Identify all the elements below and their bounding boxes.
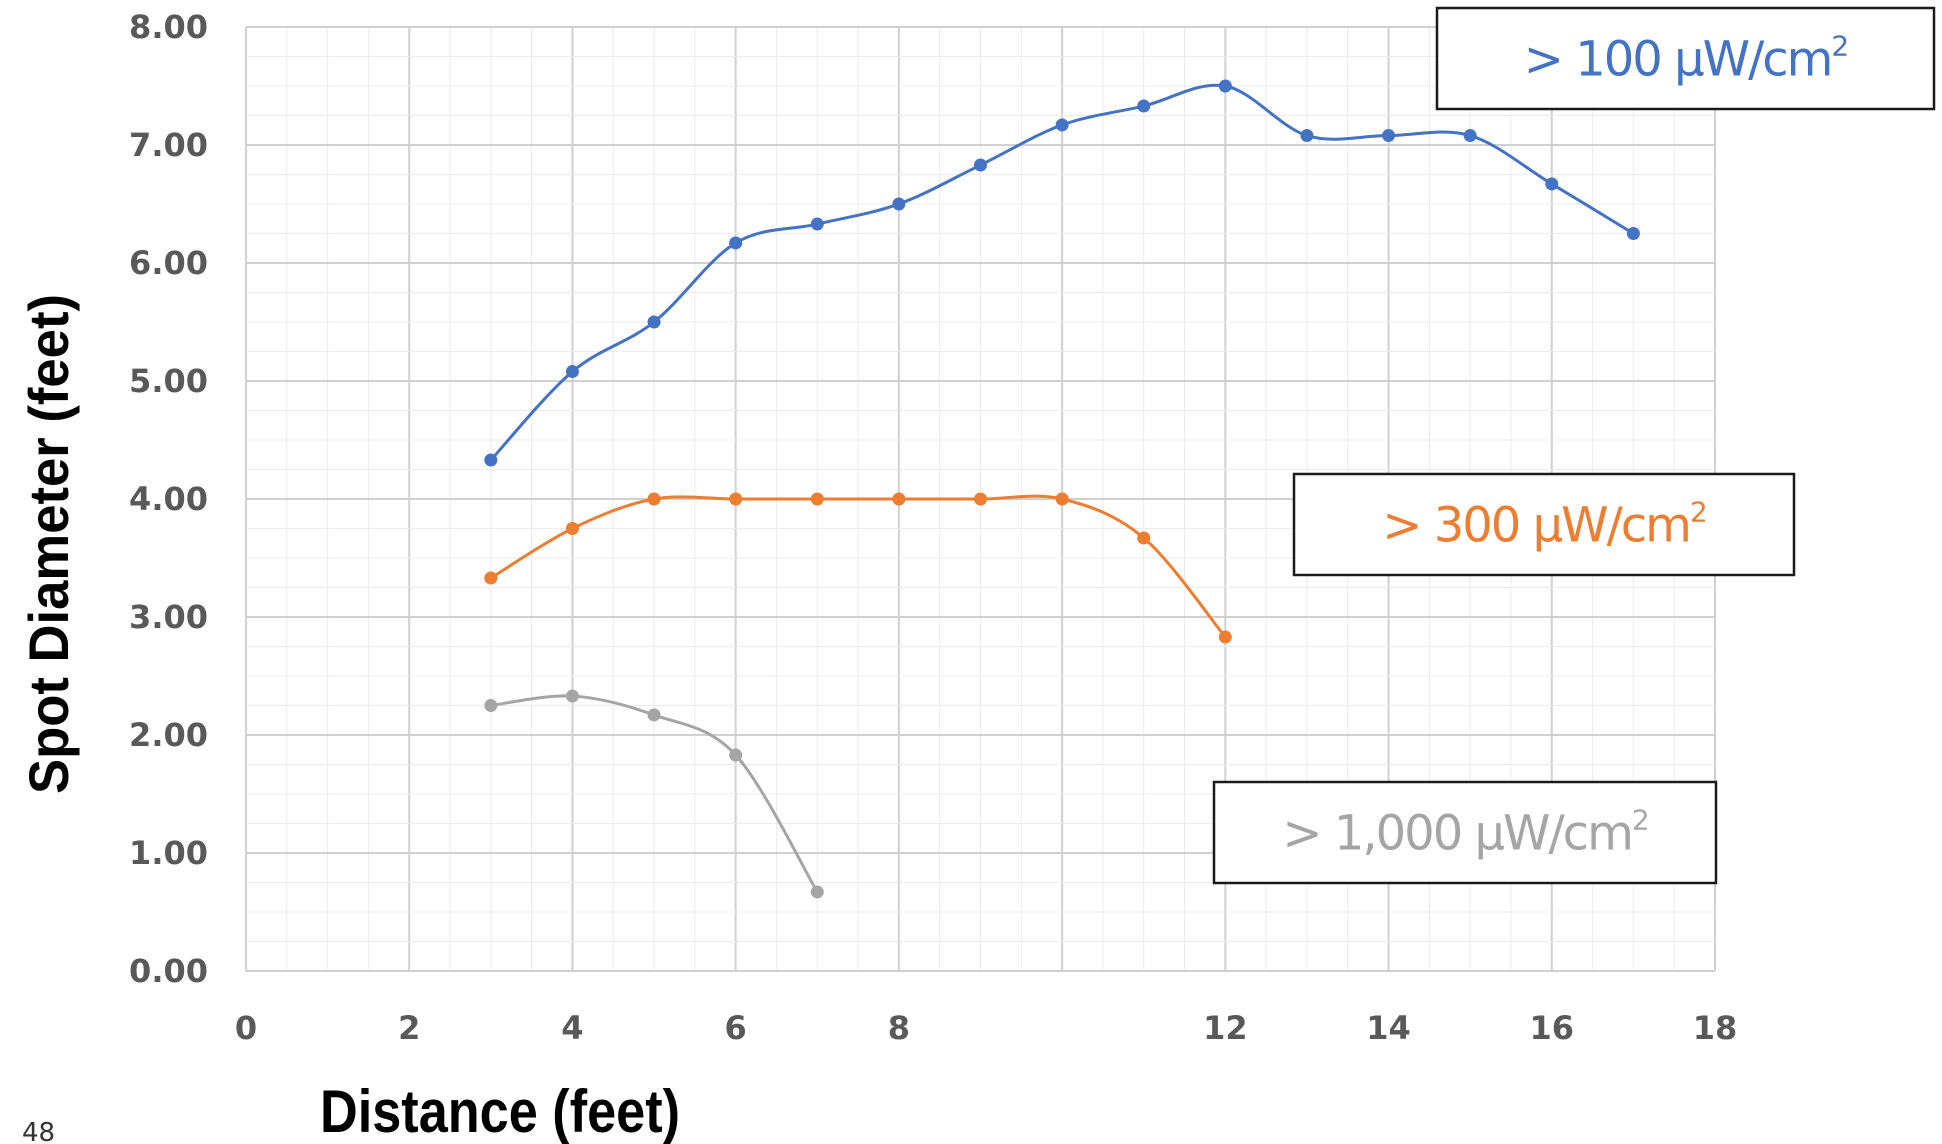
legend-box — [1435, 6, 1936, 111]
x-tick-label: 16 — [1530, 1009, 1575, 1047]
x-tick-label: 8 — [888, 1009, 910, 1047]
x-axis-ticks: 0 2 4 6 8 12 14 16 18 — [235, 1009, 1737, 1047]
data-point — [1545, 177, 1559, 191]
data-point — [565, 689, 579, 703]
data-point — [484, 699, 498, 712]
x-tick-label: 18 — [1693, 1009, 1738, 1047]
legend-label: > 100 μW/cm2 — [1524, 30, 1848, 88]
series-layer — [484, 79, 1640, 899]
legend-unit: μW/cm — [1674, 32, 1831, 88]
legend-box — [1212, 780, 1718, 885]
data-point — [1218, 630, 1232, 644]
y-tick-label: 0.00 — [129, 952, 208, 990]
series-line — [490, 494, 1227, 639]
data-point — [1382, 129, 1396, 143]
y-tick-label: 5.00 — [129, 362, 208, 400]
data-point — [1055, 492, 1069, 506]
data-point — [1626, 227, 1640, 240]
y-tick-label: 4.00 — [129, 480, 208, 518]
data-point — [647, 708, 661, 722]
data-point — [1463, 129, 1477, 143]
legend-value: 1,000 — [1321, 806, 1475, 862]
legend-unit-superscript: 2 — [1632, 804, 1648, 837]
y-tick-label: 6.00 — [129, 244, 208, 282]
legend-unit-superscript: 2 — [1690, 496, 1706, 529]
legend-entry-2: > 1,000 μW/cm2 — [1212, 780, 1718, 885]
data-point — [810, 492, 824, 506]
data-point — [484, 453, 498, 467]
legend-entry-1: > 300 μW/cm2 — [1292, 472, 1796, 577]
legend-prefix: > — [1382, 498, 1420, 554]
data-point — [484, 571, 498, 585]
legend-prefix: > — [1282, 806, 1320, 862]
x-tick-label: 4 — [561, 1009, 583, 1047]
legend-value: 300 — [1420, 498, 1532, 554]
series-2 — [484, 689, 824, 899]
data-point — [810, 217, 824, 231]
data-point — [810, 885, 824, 899]
data-point — [565, 365, 579, 379]
y-tick-label: 8.00 — [129, 8, 208, 46]
data-point — [892, 492, 906, 506]
legend-prefix: > — [1524, 32, 1562, 88]
data-point — [565, 522, 579, 535]
data-point — [1300, 129, 1314, 143]
series-1 — [484, 492, 1232, 644]
data-point — [647, 315, 661, 329]
data-point — [1137, 531, 1151, 545]
x-tick-label: 0 — [235, 1009, 257, 1047]
y-axis-title: Spot Diameter (feet) — [17, 294, 80, 794]
legend-unit: μW/cm — [1533, 498, 1690, 554]
y-axis-ticks: 0.00 1.00 2.00 3.00 4.00 5.00 6.00 7.00 8.00 — [129, 8, 208, 990]
x-tick-label: 2 — [398, 1009, 420, 1047]
y-tick-label: 1.00 — [129, 834, 208, 872]
data-point — [647, 492, 661, 506]
series-legend: > 100 μW/cm2> 300 μW/cm2> 1,000 μW/cm2 — [1212, 6, 1936, 885]
series-0 — [484, 79, 1640, 467]
legend-entry-0: > 100 μW/cm2 — [1435, 6, 1936, 111]
x-axis-title: Distance (feet) — [320, 1078, 680, 1144]
data-point — [974, 158, 987, 172]
x-tick-label: 6 — [725, 1009, 747, 1047]
legend-box — [1292, 472, 1796, 577]
legend-label: > 300 μW/cm2 — [1382, 496, 1706, 554]
data-point — [1137, 99, 1151, 113]
page-number: 48 — [22, 1118, 55, 1144]
legend-unit-superscript: 2 — [1831, 30, 1847, 63]
data-point — [974, 492, 987, 506]
y-tick-label: 2.00 — [129, 716, 208, 754]
data-point — [729, 492, 743, 506]
data-point — [892, 197, 906, 211]
legend-unit: μW/cm — [1475, 806, 1632, 862]
data-point — [729, 236, 743, 250]
data-point — [1218, 79, 1232, 93]
legend-value: 100 — [1562, 32, 1674, 88]
legend-label: > 1,000 μW/cm2 — [1282, 804, 1647, 862]
data-point — [1055, 118, 1069, 132]
x-tick-label: 12 — [1203, 1009, 1248, 1047]
x-tick-label: 14 — [1366, 1009, 1411, 1047]
y-tick-label: 7.00 — [129, 126, 208, 164]
y-tick-label: 3.00 — [129, 598, 208, 636]
data-point — [729, 748, 743, 762]
